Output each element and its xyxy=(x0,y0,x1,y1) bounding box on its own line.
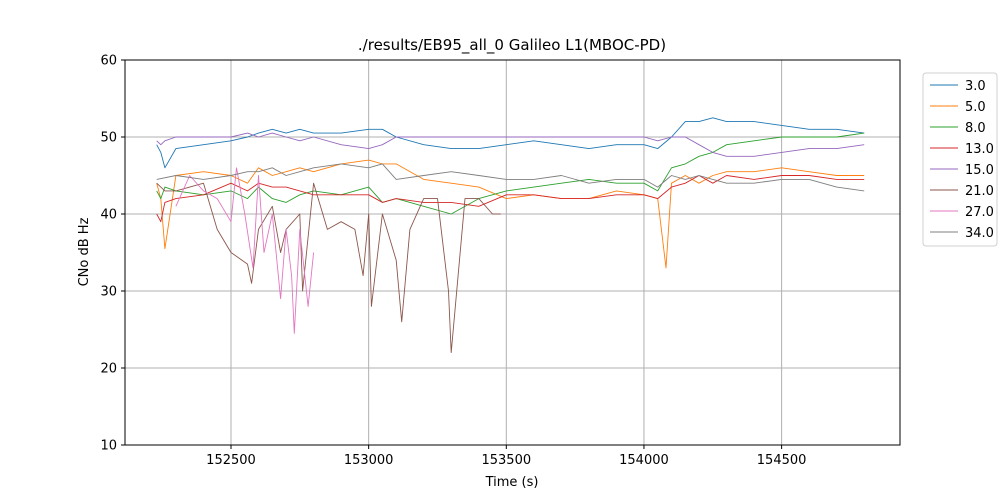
y-tick-label: 50 xyxy=(100,131,117,146)
series-line-21-0 xyxy=(156,182,501,354)
series-line-3-0 xyxy=(156,117,865,169)
legend-label: 21.0 xyxy=(965,184,994,199)
x-tick-label: 154000 xyxy=(619,453,669,468)
legend-label: 3.0 xyxy=(965,79,986,94)
legend-label: 13.0 xyxy=(965,142,994,157)
y-tick-label: 40 xyxy=(100,208,117,223)
y-axis-label: CNo dB Hz xyxy=(77,217,92,286)
x-tick-label: 152500 xyxy=(206,453,256,468)
legend-label: 5.0 xyxy=(965,100,986,115)
axis-ticks: 152500 153000 153500 154000 154500 10 20 30 40 50… xyxy=(100,54,806,469)
legend: 3.0 5.0 8.0 13.0 15.0 21.0 27.0 34.0 xyxy=(922,72,998,247)
y-tick-label: 20 xyxy=(100,362,117,377)
x-tick-label: 153000 xyxy=(344,453,394,468)
chart-title: ./results/EB95_all_0 Galileo L1(MBOC-PD) xyxy=(358,36,666,55)
x-axis-label: Time (s) xyxy=(485,475,539,490)
legend-box xyxy=(922,72,998,247)
series-line-13-0 xyxy=(156,175,865,223)
y-tick-label: 10 xyxy=(100,439,117,454)
legend-label: 34.0 xyxy=(965,226,994,241)
series-line-5-0 xyxy=(156,159,865,269)
plot-frame xyxy=(124,59,901,446)
series-lines xyxy=(156,117,865,354)
series-line-15-0 xyxy=(156,132,865,157)
legend-label: 15.0 xyxy=(965,163,994,178)
y-tick-label: 60 xyxy=(100,54,117,69)
x-tick-label: 154500 xyxy=(757,453,807,468)
grid xyxy=(125,59,900,446)
series-line-34-0 xyxy=(156,163,865,192)
legend-label: 8.0 xyxy=(965,121,986,136)
x-tick-label: 153500 xyxy=(481,453,531,468)
legend-label: 27.0 xyxy=(965,205,994,220)
y-tick-label: 30 xyxy=(100,285,117,300)
series-line-27-0 xyxy=(175,167,315,334)
series-line-8-0 xyxy=(156,132,865,215)
